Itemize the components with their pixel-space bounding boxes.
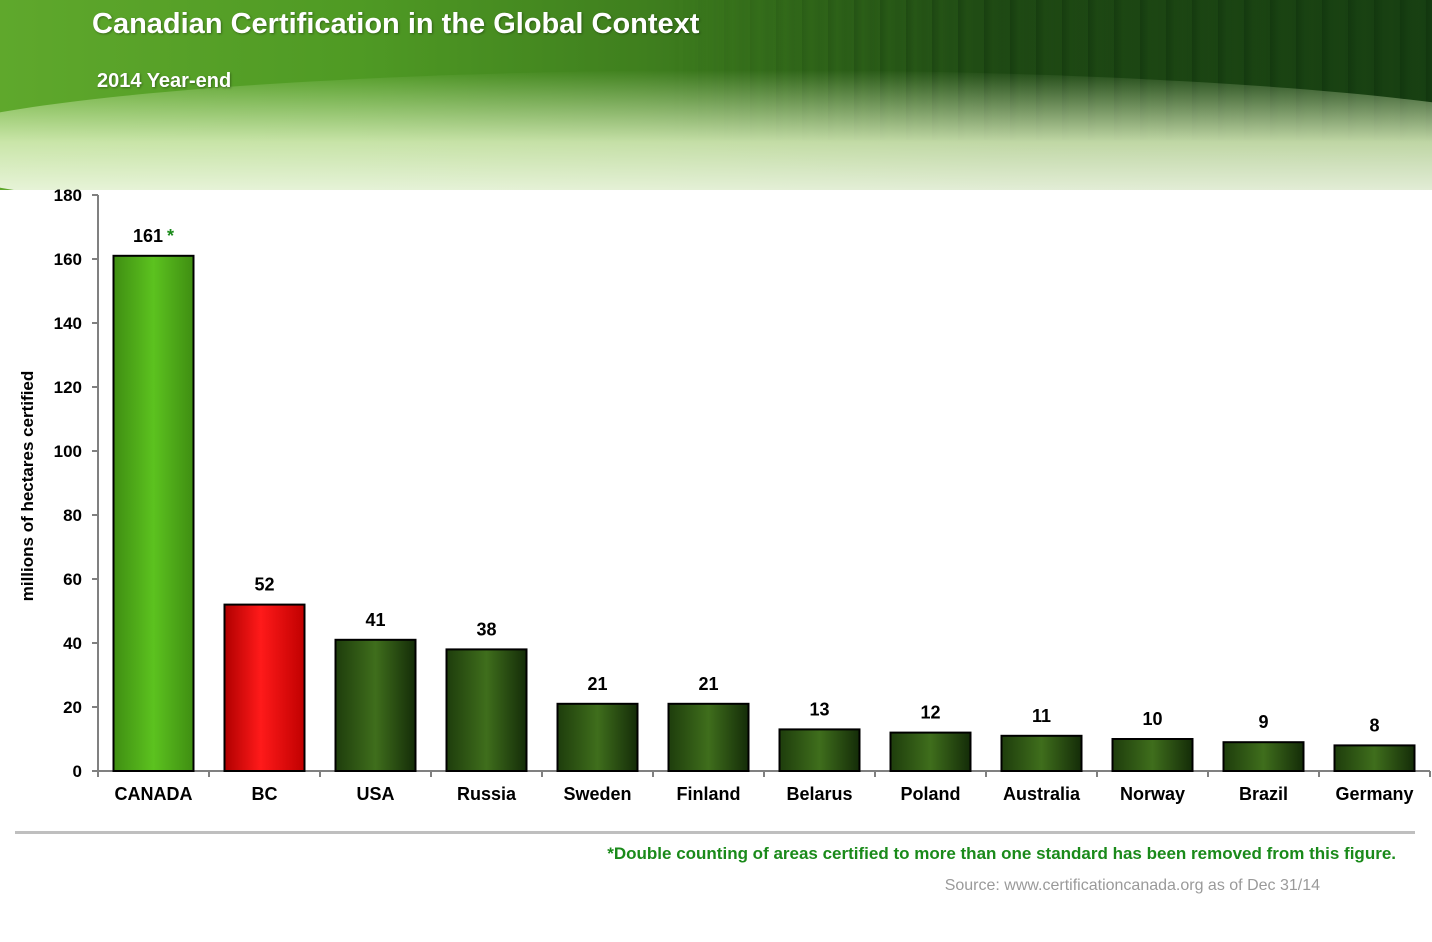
data-label-canada: 161 *: [133, 226, 174, 246]
bars: [112, 254, 1416, 773]
y-axis: 0 20 40 60 80 100 120 140 160 180: [54, 186, 99, 781]
data-label-norway: 10: [1142, 709, 1162, 729]
data-label-germany: 8: [1369, 715, 1379, 735]
x-tick-label-brazil: Brazil: [1239, 784, 1288, 804]
banner-haze: [0, 70, 1432, 190]
page-title: Canadian Certification in the Global Con…: [92, 8, 700, 40]
data-label-finland: 21: [698, 674, 718, 694]
bar-norway: [1111, 738, 1194, 772]
bar-germany: [1333, 744, 1416, 773]
data-label-sweden: 21: [587, 674, 607, 694]
y-tick-label: 100: [54, 442, 82, 461]
y-tick-label: 120: [54, 378, 82, 397]
bar-russia: [445, 648, 528, 773]
x-tick-label-russia: Russia: [457, 784, 517, 804]
x-tick-label-poland: Poland: [900, 784, 960, 804]
x-tick-label-norway: Norway: [1120, 784, 1185, 804]
x-tick-label-sweden: Sweden: [563, 784, 631, 804]
bar-usa: [334, 638, 417, 772]
y-axis-label: millions of hectares certified: [18, 371, 37, 602]
data-label-poland: 12: [920, 703, 940, 723]
y-tick-label: 40: [63, 634, 82, 653]
bar-finland: [667, 702, 750, 772]
x-axis: [97, 770, 1431, 777]
double-count-marker: *: [167, 226, 174, 246]
data-label-bc: 52: [254, 575, 274, 595]
y-tick-label: 0: [73, 762, 82, 781]
bar-bc: [223, 603, 306, 772]
x-tick-label-usa: USA: [356, 784, 394, 804]
x-tick-label-bc: BC: [252, 784, 278, 804]
bar-brazil: [1222, 741, 1305, 773]
y-tick-label: 140: [54, 314, 82, 333]
data-label-brazil: 9: [1258, 712, 1268, 732]
y-tick-label: 60: [63, 570, 82, 589]
page-subtitle: 2014 Year-end: [97, 70, 232, 92]
header-banner: [0, 0, 1432, 190]
y-tick-label: 160: [54, 250, 82, 269]
x-tick-label-germany: Germany: [1335, 784, 1413, 804]
bar-sweden: [556, 702, 639, 772]
footnote: *Double counting of areas certified to m…: [607, 844, 1396, 863]
data-labels: 161 * CANADA 52 BC 41 USA 38 Russia 21 Sweden 21 Fin…: [115, 226, 1414, 804]
bar-poland: [889, 731, 972, 772]
bar-canada: [112, 254, 195, 773]
x-tick-label-belarus: Belarus: [786, 784, 852, 804]
y-tick-label: 80: [63, 506, 82, 525]
footer-divider: [15, 831, 1415, 834]
data-label-belarus: 13: [809, 699, 829, 719]
x-tick-label-finland: Finland: [677, 784, 741, 804]
bar-australia: [1000, 734, 1083, 772]
x-tick-label-australia: Australia: [1003, 784, 1081, 804]
data-label-australia: 11: [1032, 706, 1051, 726]
y-tick-label: 20: [63, 698, 82, 717]
data-label-usa: 41: [365, 610, 385, 630]
x-tick-label-canada: CANADA: [115, 784, 193, 804]
y-tick-label: 180: [54, 186, 82, 205]
bar-belarus: [778, 728, 861, 773]
data-label-russia: 38: [476, 619, 496, 639]
source-note: Source: www.certificationcanada.org as o…: [944, 877, 1320, 894]
